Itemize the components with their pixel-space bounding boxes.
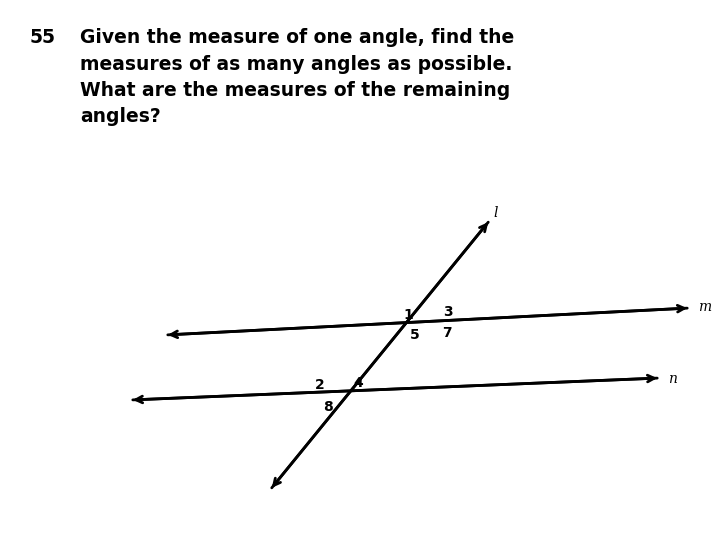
Text: 3: 3 xyxy=(444,305,453,319)
Text: n: n xyxy=(668,372,677,386)
Text: Given the measure of one angle, find the
measures of as many angles as possible.: Given the measure of one angle, find the… xyxy=(80,28,514,126)
Text: 55: 55 xyxy=(30,28,56,47)
Text: 8: 8 xyxy=(323,400,333,414)
Text: 7: 7 xyxy=(442,326,452,340)
Text: 5: 5 xyxy=(410,328,420,342)
Text: m: m xyxy=(698,300,711,314)
Text: 4: 4 xyxy=(353,376,363,390)
Text: 1: 1 xyxy=(403,308,413,322)
Text: 2: 2 xyxy=(315,378,325,392)
Text: l: l xyxy=(494,206,498,220)
